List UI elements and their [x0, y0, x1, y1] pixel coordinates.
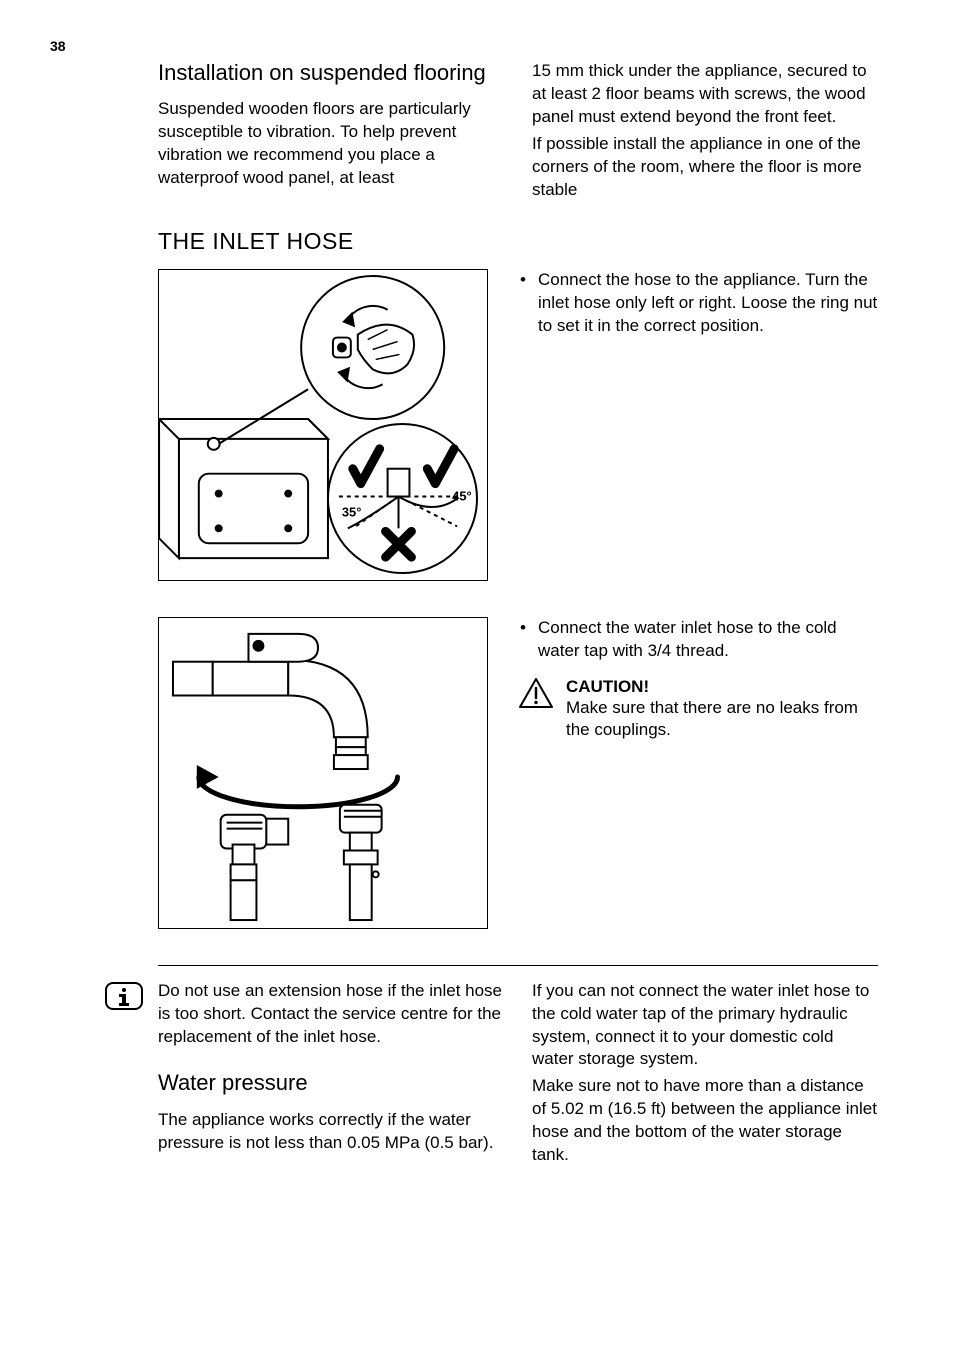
- page-content: Installation on suspended flooring Suspe…: [158, 60, 878, 1171]
- warning-icon: [516, 677, 556, 709]
- info-note-row: Do not use an extension hose if the inle…: [104, 980, 504, 1053]
- caution-block: CAUTION! Make sure that there are no lea…: [516, 677, 878, 747]
- suspended-flooring-section: Installation on suspended flooring Suspe…: [158, 60, 878, 206]
- inlet-step-1: 35° 45° Connect the hose to the applianc…: [158, 269, 878, 599]
- suspended-para-right-2: If possible install the appliance in one…: [532, 133, 878, 202]
- water-pressure-heading: Water pressure: [158, 1070, 504, 1096]
- step2-list: Connect the water inlet hose to the cold…: [516, 617, 878, 663]
- angle-35-label: 35°: [342, 504, 362, 519]
- inlet-diagram-2: [158, 617, 488, 929]
- angle-45-label: 45°: [452, 488, 472, 503]
- right-bottom-1: If you can not connect the water inlet h…: [532, 980, 878, 1072]
- info-icon: [104, 980, 144, 1012]
- page-number: 38: [50, 38, 66, 54]
- water-pressure-para: The appliance works correctly if the wat…: [158, 1109, 504, 1155]
- step2-text: Connect the water inlet hose to the cold…: [516, 617, 878, 663]
- right-bottom-2: Make sure not to have more than a distan…: [532, 1075, 878, 1167]
- suspended-heading: Installation on suspended flooring: [158, 60, 504, 86]
- separator: [158, 965, 878, 966]
- caution-title: CAUTION!: [566, 677, 649, 696]
- step1-text: Connect the hose to the appliance. Turn …: [516, 269, 878, 338]
- suspended-para-left: Suspended wooden floors are particularly…: [158, 98, 504, 190]
- step1-list: Connect the hose to the appliance. Turn …: [516, 269, 878, 338]
- inlet-hose-heading: THE INLET HOSE: [158, 228, 878, 255]
- inlet-step-2: Connect the water inlet hose to the cold…: [158, 617, 878, 947]
- inlet-diagram-1: 35° 45°: [158, 269, 488, 581]
- caution-body: Make sure that there are no leaks from t…: [566, 697, 878, 743]
- info-note-text: Do not use an extension hose if the inle…: [158, 980, 504, 1049]
- suspended-para-right-1: 15 mm thick under the appliance, secured…: [532, 60, 878, 129]
- bottom-section: Do not use an extension hose if the inle…: [158, 980, 878, 1172]
